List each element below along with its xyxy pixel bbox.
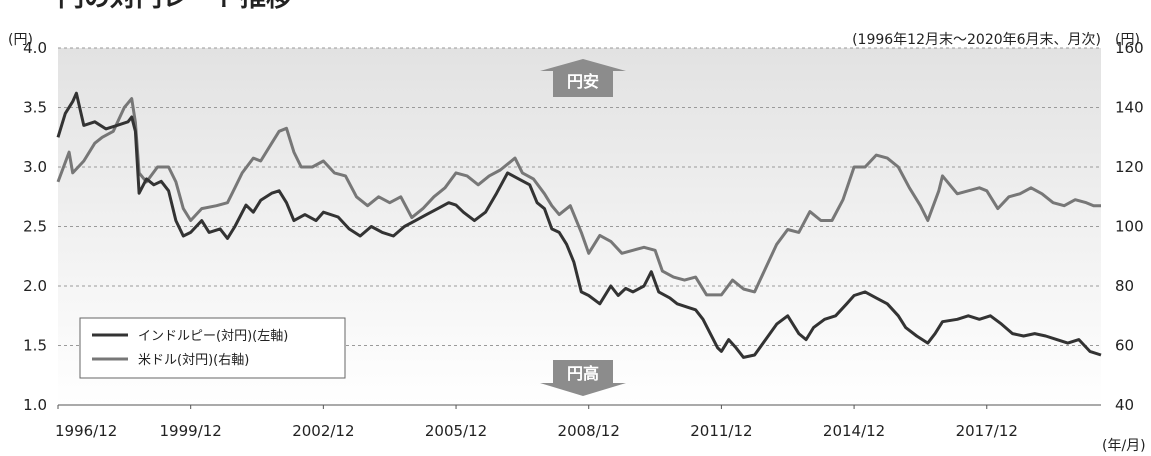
left-axis-ticks: 1.0 1.5 2.0 2.5 3.0 3.5 4.0 [23, 39, 47, 414]
legend-label-usd: 米ドル(対円)(右軸) [138, 353, 249, 368]
right-tick-label: 60 [1115, 337, 1134, 355]
legend-label-inr: インドルピー(対円)(左軸) [138, 329, 288, 344]
x-axis-unit: (年/月) [1102, 438, 1146, 454]
right-axis-unit: (円) [1115, 32, 1140, 48]
right-tick-label: 160 [1115, 39, 1144, 57]
right-axis-ticks: 40 60 80 100 120 140 160 [1115, 39, 1144, 414]
yen-strong-arrow: 円高 [540, 360, 626, 396]
right-tick-label: 100 [1115, 218, 1144, 236]
x-tick-label: 2005/12 [425, 422, 487, 440]
right-tick-label: 140 [1115, 99, 1144, 117]
legend: インドルピー(対円)(左軸) 米ドル(対円)(右軸) [79, 317, 346, 379]
left-tick-label: 3.0 [23, 158, 47, 176]
left-tick-label: 1.0 [23, 396, 47, 414]
left-tick-label: 2.0 [23, 277, 47, 295]
left-axis-unit: (円) [8, 32, 33, 48]
x-tick-label: 2017/12 [956, 422, 1018, 440]
right-tick-label: 80 [1115, 277, 1134, 295]
chart-title: 円の対円レート推移 [58, 0, 292, 13]
right-tick-label: 40 [1115, 396, 1134, 414]
series-layer [56, 91, 1102, 359]
x-tick-label: 2008/12 [558, 422, 620, 440]
left-tick-label: 2.5 [23, 218, 47, 236]
left-tick-label: 4.0 [23, 39, 47, 57]
legend-box [79, 317, 346, 379]
left-tick-label: 3.5 [23, 99, 47, 117]
x-tick-label: 1996/12 [55, 422, 117, 440]
right-tick-label: 120 [1115, 158, 1144, 176]
left-tick-label: 1.5 [23, 337, 47, 355]
period-note: (1996年12月末～2020年6月末、月次) [852, 32, 1101, 48]
x-tick-label: 2011/12 [690, 422, 752, 440]
x-tick-label: 1999/12 [160, 422, 222, 440]
yen-weak-label: 円安 [567, 72, 599, 91]
series-line-usd [56, 97, 1101, 297]
series-line-inr [56, 91, 1102, 359]
yen-weak-arrow: 円安 [540, 59, 626, 97]
x-tick-label: 2002/12 [292, 422, 354, 440]
x-tick-label: 2014/12 [823, 422, 885, 440]
yen-strong-label: 円高 [567, 364, 599, 383]
x-axis-ticks: 1996/12 1999/12 2002/12 2005/12 2008/12 2011/… [55, 405, 1018, 440]
